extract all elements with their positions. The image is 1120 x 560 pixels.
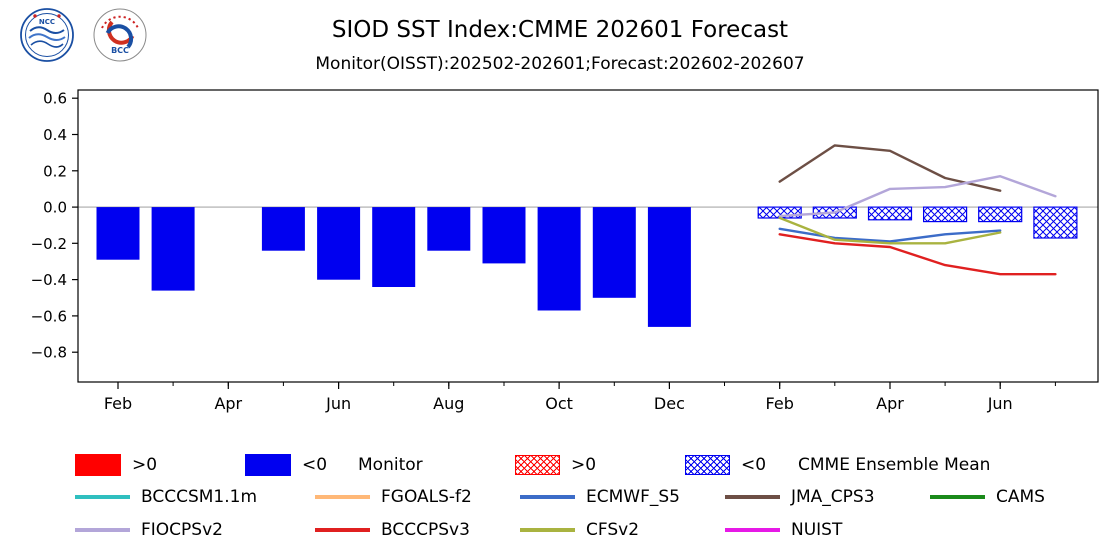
legend-item-monitor-negative: <0 bbox=[245, 453, 327, 477]
monitor-bar-Sep bbox=[482, 207, 526, 264]
legend-label: >0 bbox=[132, 455, 158, 475]
ncc-logo: NCC bbox=[19, 7, 75, 67]
series-line-ECMWF_S5 bbox=[778, 227, 1002, 243]
monitor-bar-Dec bbox=[647, 207, 691, 327]
monitor-bar-Jun bbox=[317, 207, 361, 280]
legend-label: JMA_CPS3 bbox=[791, 487, 875, 507]
x-tick-label: Apr bbox=[214, 394, 242, 413]
cmme-bar-May bbox=[922, 206, 968, 223]
monitor-bar-Mar bbox=[151, 207, 195, 291]
y-tick-label: 0.2 bbox=[43, 162, 67, 180]
x-tick-label: Aug bbox=[433, 394, 464, 413]
legend-item-cfsv2: CFSv2 bbox=[520, 518, 639, 542]
x-tick-label: Feb bbox=[766, 394, 794, 413]
legend-line-swatch bbox=[520, 495, 575, 499]
legend-item-cams: CAMS bbox=[930, 485, 1045, 509]
bcc-logo-text: BCC bbox=[111, 46, 129, 55]
legend-line-swatch bbox=[930, 495, 985, 499]
cmme-bar-Apr bbox=[867, 206, 913, 221]
legend-item-bcccsm1-1m: BCCCSM1.1m bbox=[75, 485, 257, 509]
y-tick-label: −0.4 bbox=[31, 271, 67, 289]
legend-label: CMME Ensemble Mean bbox=[798, 455, 991, 475]
legend-item-bcccpsv3: BCCCPSv3 bbox=[315, 518, 470, 542]
legend-box-swatch bbox=[75, 454, 121, 476]
y-tick-label: −0.8 bbox=[31, 344, 67, 362]
legend-label: Monitor bbox=[358, 455, 423, 475]
legend-box-swatch bbox=[245, 454, 291, 476]
cmme-bar-Jun bbox=[978, 206, 1023, 223]
monitor-bar-May bbox=[261, 207, 305, 251]
monitor-bar-Jul bbox=[372, 207, 416, 287]
legend-line-swatch bbox=[520, 528, 575, 532]
legend-item-fiocpsv2: FIOCPSv2 bbox=[75, 518, 223, 542]
series-line-CFSv2 bbox=[778, 216, 1002, 245]
legend-item-monitor-title: Monitor bbox=[358, 453, 423, 477]
legend-label: <0 bbox=[302, 455, 328, 475]
legend-item-jma-cps3: JMA_CPS3 bbox=[725, 485, 875, 509]
legend-item-cmme-positive: >0 bbox=[515, 453, 596, 477]
y-tick-label: −0.6 bbox=[31, 307, 67, 325]
legend-item-ecmwf-s5: ECMWF_S5 bbox=[520, 485, 680, 509]
x-tick-label: Jun bbox=[987, 394, 1013, 413]
bcc-logo: BCC bbox=[92, 7, 148, 67]
plot-border bbox=[77, 89, 1099, 383]
sst-index-plot: 0.6 0.4 0.2 0.0 −0.2 −0.4 −0.6 −0.8 Feb Apr Jun Aug… bbox=[31, 89, 1099, 413]
monitor-bar-Oct bbox=[537, 207, 581, 311]
legend-item-nuist: NUIST bbox=[725, 518, 842, 542]
chart-title: SIOD SST Index:CMME 202601 Forecast bbox=[331, 17, 789, 43]
legend-line-swatch bbox=[315, 495, 370, 499]
ncc-logo-text: NCC bbox=[39, 18, 55, 26]
legend-label: ECMWF_S5 bbox=[586, 487, 680, 507]
plot-area bbox=[78, 90, 1098, 382]
ncc-logo-graphic: NCC bbox=[20, 8, 74, 62]
series-line-FIOCPSv2 bbox=[778, 174, 1057, 218]
y-tick-label: 0.4 bbox=[43, 126, 67, 144]
legend-line-swatch bbox=[725, 495, 780, 499]
legend-label: FIOCPSv2 bbox=[141, 520, 223, 540]
legend-line-swatch bbox=[75, 495, 130, 499]
series-line-BCCCPSv3 bbox=[778, 233, 1057, 276]
x-tick-label: Oct bbox=[545, 394, 573, 413]
legend-item-fgoals-f2: FGOALS-f2 bbox=[315, 485, 472, 509]
legend: >0 <0 Monitor >0 <0 CMME Ensemble Mean BCCCSM1… bbox=[0, 425, 1120, 560]
cmme-bar-Jul bbox=[1033, 206, 1078, 239]
legend-label: FGOALS-f2 bbox=[381, 487, 472, 507]
monitor-bar-Nov bbox=[592, 207, 636, 298]
y-tick-label: 0.0 bbox=[43, 199, 67, 217]
legend-hatch-swatch bbox=[685, 455, 730, 475]
legend-item-cmme-title: CMME Ensemble Mean bbox=[798, 453, 990, 477]
legend-line-swatch bbox=[315, 528, 370, 532]
legend-line-swatch bbox=[75, 528, 130, 532]
legend-label: >0 bbox=[571, 455, 597, 475]
x-tick-label: Apr bbox=[876, 394, 904, 413]
series-line-JMA_CPS3 bbox=[778, 144, 1002, 192]
legend-item-cmme-negative: <0 bbox=[685, 453, 766, 477]
monitor-bar-Feb bbox=[96, 207, 140, 260]
legend-hatch-swatch bbox=[515, 455, 560, 475]
bcc-logo-graphic: BCC bbox=[93, 8, 147, 62]
x-tick-label: Feb bbox=[104, 394, 132, 413]
monitor-bar-Aug bbox=[427, 207, 471, 251]
legend-label: CFSv2 bbox=[586, 520, 640, 540]
legend-label: NUIST bbox=[791, 520, 843, 540]
legend-label: BCCCSM1.1m bbox=[141, 487, 258, 507]
y-tick-label: 0.6 bbox=[43, 90, 67, 108]
legend-label: BCCCPSv3 bbox=[381, 520, 470, 540]
legend-label: CAMS bbox=[996, 487, 1045, 507]
x-tick-label: Dec bbox=[654, 394, 685, 413]
chart-subtitle: Monitor(OISST):202502-202601;Forecast:20… bbox=[315, 54, 805, 74]
legend-line-swatch bbox=[725, 528, 780, 532]
legend-label: <0 bbox=[741, 455, 767, 475]
legend-item-monitor-positive: >0 bbox=[75, 453, 157, 477]
y-tick-label: −0.2 bbox=[31, 235, 67, 253]
x-tick-label: Jun bbox=[325, 394, 351, 413]
